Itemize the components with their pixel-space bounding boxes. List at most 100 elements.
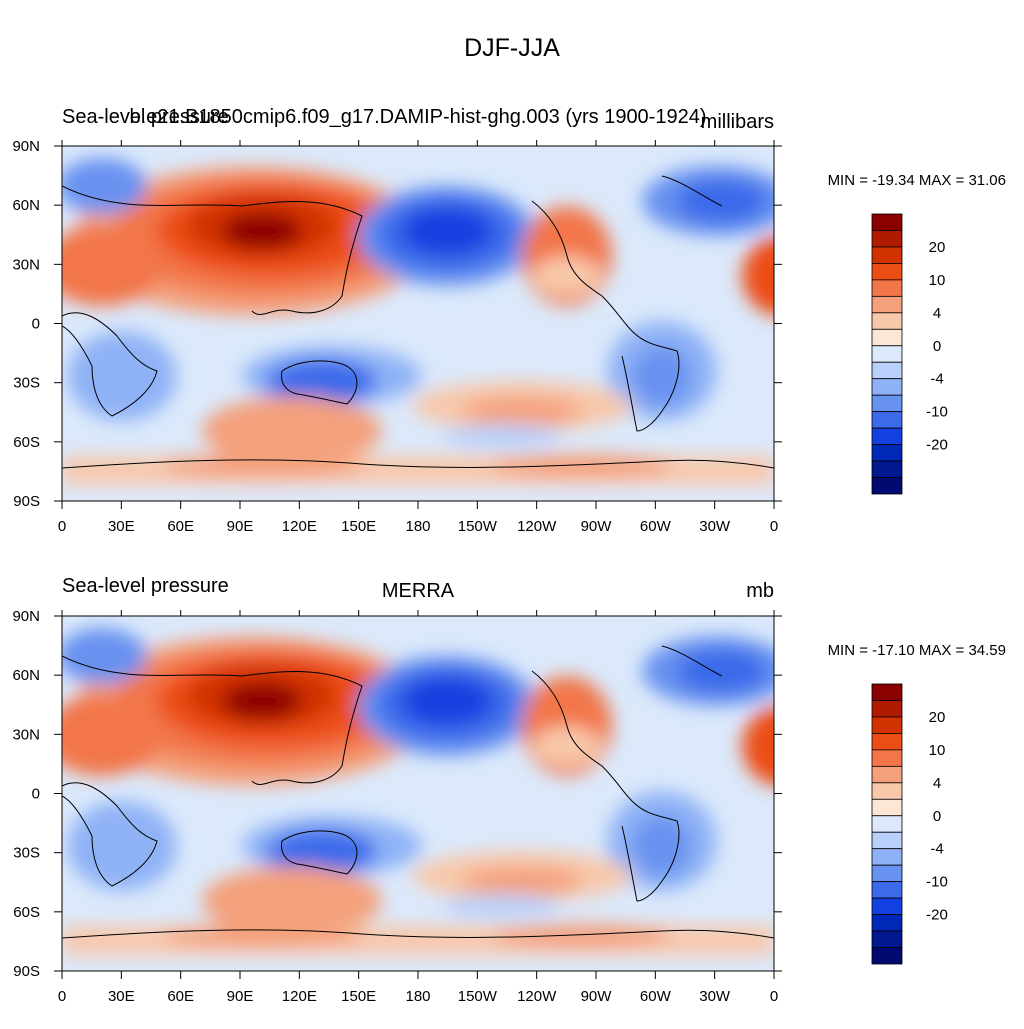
colorbar-swatch bbox=[871, 378, 903, 396]
colorbar-swatch bbox=[871, 782, 903, 800]
colorbar-swatch bbox=[871, 881, 903, 899]
colorbar-swatch bbox=[871, 328, 903, 347]
panel-center-title: b.e21.B1850cmip6.f09_g17.DAMIP-hist-ghg.… bbox=[129, 106, 706, 128]
lon-tick-label: 30W bbox=[699, 518, 731, 535]
colorbar-label: 0 bbox=[933, 338, 941, 355]
lat-tick-label: 60N bbox=[12, 197, 40, 214]
lon-tick-label: 30E bbox=[108, 988, 135, 1005]
lon-tick-labels: 0 30E 60E 90E 120E 150E 180 150W 120W 90W 60W 30W 0 bbox=[58, 610, 778, 1005]
colorbar-label: -10 bbox=[926, 874, 948, 891]
colorbar-swatch bbox=[871, 427, 903, 445]
min-max-label: MIN = -19.34 MAX = 31.06 bbox=[828, 172, 1006, 189]
colorbar-label: 20 bbox=[929, 239, 946, 256]
lon-tick-label: 90E bbox=[227, 988, 254, 1005]
colorbar-label: 20 bbox=[929, 709, 946, 726]
map-field-merra bbox=[62, 616, 774, 971]
colorbar-label: -20 bbox=[926, 907, 948, 924]
panel-merra: Sea-level pressure MERRA mb MIN = -17.10… bbox=[12, 575, 1006, 1005]
colorbar-swatch bbox=[871, 798, 903, 817]
colorbar-swatch bbox=[871, 700, 903, 718]
colorbar-swatch bbox=[871, 930, 903, 948]
lon-tick-label: 150W bbox=[458, 518, 498, 535]
colorbar-label: -4 bbox=[930, 371, 943, 388]
lon-tick-label: 180 bbox=[405, 988, 430, 1005]
map-field-model bbox=[62, 146, 774, 501]
lat-tick-label: 30S bbox=[13, 845, 40, 862]
lon-tick-label: 60W bbox=[640, 518, 672, 535]
colorbar-swatch bbox=[871, 345, 903, 363]
colorbar-swatch bbox=[871, 897, 903, 915]
colorbar-label: 4 bbox=[933, 305, 941, 322]
lon-tick-label: 30E bbox=[108, 518, 135, 535]
lon-tick-label: 30W bbox=[699, 988, 731, 1005]
panel-units: millibars bbox=[701, 111, 774, 133]
lat-tick-label: 90S bbox=[13, 493, 40, 510]
figure-title: DJF-JJA bbox=[464, 34, 560, 62]
colorbar-swatch bbox=[871, 733, 903, 751]
lon-tick-label: 90W bbox=[581, 988, 613, 1005]
colorbar-swatch bbox=[871, 460, 903, 478]
panel-model: Sea-level pressure b.e21.B1850cmip6.f09_… bbox=[12, 106, 1006, 535]
lon-tick-label: 120E bbox=[282, 988, 317, 1005]
lon-tick-label: 60W bbox=[640, 988, 672, 1005]
colorbar-swatch bbox=[871, 477, 903, 495]
min-max-label: MIN = -17.10 MAX = 34.59 bbox=[828, 642, 1006, 659]
lon-tick-label: 180 bbox=[405, 518, 430, 535]
colorbar-swatch bbox=[871, 263, 903, 281]
colorbar-swatch bbox=[871, 914, 903, 932]
colorbar-swatch bbox=[871, 230, 903, 248]
lon-tick-label: 90W bbox=[581, 518, 613, 535]
colorbar-swatch bbox=[871, 848, 903, 866]
colorbar: 20 10 4 0 -4 -10 -20 bbox=[871, 213, 948, 495]
colorbar-swatch bbox=[871, 815, 903, 833]
lon-tick-labels: 0 30E 60E 90E 120E 150E 180 150W 120W 90W 60W 30W 0 bbox=[58, 140, 778, 535]
lat-tick-labels: 90N 60N 30N 0 30S 60S 90S bbox=[12, 608, 782, 980]
colorbar-label: 4 bbox=[933, 775, 941, 792]
colorbar: 20 10 4 0 -4 -10 -20 bbox=[871, 683, 948, 965]
colorbar-swatch bbox=[871, 279, 903, 297]
lon-tick-label: 120E bbox=[282, 518, 317, 535]
colorbar-label: 10 bbox=[929, 272, 946, 289]
lon-tick-label: 120W bbox=[517, 988, 557, 1005]
lon-tick-label: 90E bbox=[227, 518, 254, 535]
colorbar-swatch bbox=[871, 749, 903, 767]
colorbar-swatch bbox=[871, 716, 903, 734]
colorbar-swatch bbox=[871, 947, 903, 965]
panel-units: mb bbox=[746, 580, 774, 602]
colorbar-swatch bbox=[871, 394, 903, 413]
panel-center-title: MERRA bbox=[382, 580, 455, 602]
lat-tick-label: 0 bbox=[32, 786, 40, 803]
lon-tick-label: 0 bbox=[58, 988, 66, 1005]
lon-tick-label: 150E bbox=[341, 988, 376, 1005]
colorbar-swatch bbox=[871, 312, 903, 330]
lon-tick-label: 150E bbox=[341, 518, 376, 535]
colorbar-swatch bbox=[871, 295, 903, 314]
lon-tick-label: 60E bbox=[167, 518, 194, 535]
colorbar-label: 0 bbox=[933, 808, 941, 825]
lon-tick-label: 0 bbox=[58, 518, 66, 535]
lon-tick-label: 60E bbox=[167, 988, 194, 1005]
lat-tick-label: 60S bbox=[13, 904, 40, 921]
lat-tick-label: 30N bbox=[12, 726, 40, 743]
colorbar-label: -10 bbox=[926, 404, 948, 421]
colorbar-swatch bbox=[871, 683, 903, 701]
lon-tick-label: 0 bbox=[770, 988, 778, 1005]
colorbar-swatch bbox=[871, 213, 903, 231]
colorbar-swatch bbox=[871, 765, 903, 784]
colorbar-swatch bbox=[871, 831, 903, 850]
lat-tick-label: 30S bbox=[13, 375, 40, 392]
lat-tick-labels: 90N 60N 30N 0 30S 60S 90S bbox=[12, 138, 782, 510]
colorbar-swatch bbox=[871, 444, 903, 462]
colorbar-swatch bbox=[871, 864, 903, 883]
colorbar-swatch bbox=[871, 246, 903, 264]
panel-left-title: Sea-level pressure bbox=[62, 575, 229, 597]
panel-left-title: Sea-level pressure bbox=[62, 106, 229, 128]
lat-tick-label: 60S bbox=[13, 434, 40, 451]
lat-tick-label: 60N bbox=[12, 667, 40, 684]
lat-tick-label: 0 bbox=[32, 316, 40, 333]
lat-tick-label: 30N bbox=[12, 256, 40, 273]
lon-tick-label: 150W bbox=[458, 988, 498, 1005]
colorbar-label: 10 bbox=[929, 742, 946, 759]
lon-tick-label: 0 bbox=[770, 518, 778, 535]
